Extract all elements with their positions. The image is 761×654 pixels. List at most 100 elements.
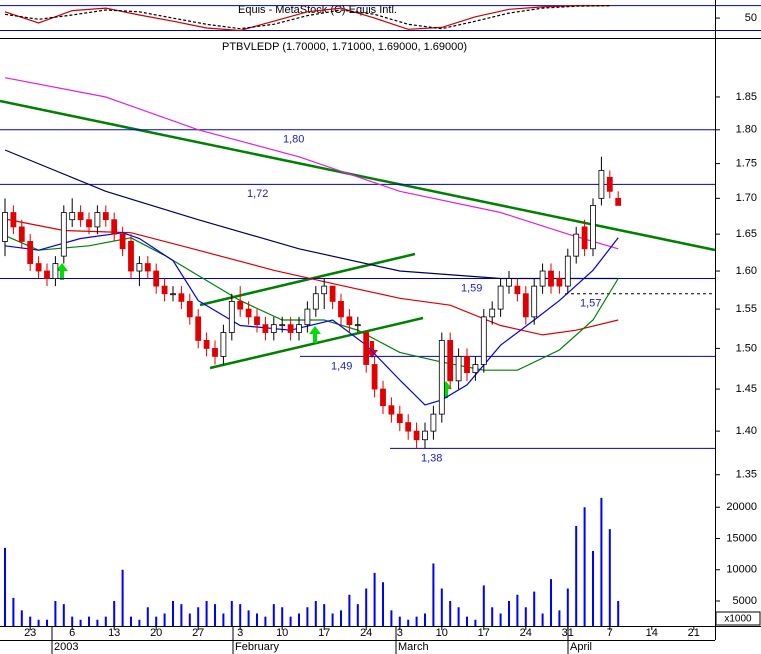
y-tick-label: 1.50 [736, 342, 757, 354]
candle-body [170, 293, 176, 296]
volume-bar [138, 619, 141, 626]
candle-body [354, 324, 361, 327]
candle-body [86, 219, 92, 228]
volume-bar [550, 579, 552, 626]
volume-bar [239, 604, 242, 626]
indicator-line [4, 232, 619, 406]
volume-bar [289, 616, 292, 626]
volume-bar [180, 604, 183, 626]
candle-body [581, 226, 588, 250]
candle-body [44, 270, 50, 279]
candle-body [556, 278, 563, 287]
volume-bar [121, 569, 124, 626]
candle-body [2, 212, 8, 242]
y-tick-label: 15000 [726, 532, 757, 544]
volume-bar [188, 613, 191, 626]
candle-body [178, 293, 185, 302]
volume-bar [12, 597, 15, 626]
candle-body [388, 405, 395, 415]
candle-body [480, 316, 487, 365]
volume-bar [575, 526, 578, 626]
volume-bar [272, 604, 275, 626]
volume-bar [62, 604, 65, 626]
volume-bar [365, 588, 368, 626]
volume-bar [440, 588, 443, 626]
x-tick-label: 31 [562, 627, 574, 639]
volume-bar [163, 613, 166, 626]
volume-bar [20, 610, 23, 626]
volume-bar [457, 607, 460, 626]
candle-body [69, 212, 76, 221]
volume-bar [88, 616, 90, 626]
candle-body [228, 300, 235, 333]
candle-body [548, 270, 554, 287]
volume-bar [4, 547, 6, 626]
volume-bar [617, 601, 620, 626]
indicator-line [4, 235, 619, 371]
candle-body [52, 263, 59, 279]
candle-body [564, 255, 571, 287]
candle-body [405, 422, 412, 432]
volume-bar [600, 497, 603, 626]
volume-bar [155, 616, 158, 626]
level-label: 1,80 [283, 134, 304, 146]
volume-bar [264, 616, 267, 626]
candle-body [447, 340, 454, 382]
month-label: March [398, 641, 429, 653]
buy-arrow [56, 263, 68, 280]
volume-bar [373, 572, 376, 626]
volume-bar [104, 616, 107, 626]
level-label: 1,59 [461, 282, 482, 294]
y-tick-label: 1.35 [736, 469, 757, 481]
volume-bar [566, 588, 569, 626]
volume-bar [331, 613, 334, 626]
candle-body [153, 270, 160, 287]
candle-body [77, 212, 84, 221]
volume-bar [482, 585, 485, 626]
candle-body [10, 212, 17, 228]
trendline [199, 252, 416, 307]
candle-body [464, 356, 470, 374]
x-tick-label: 10 [276, 627, 288, 639]
candle-body [203, 340, 210, 349]
y-tick-label: 1.45 [736, 383, 757, 395]
candle-body [438, 340, 445, 415]
candle-body [94, 212, 101, 228]
volume-bar [398, 616, 401, 626]
volume-bar [348, 594, 351, 626]
unit-box [715, 611, 761, 626]
x-tick-label: 17 [478, 627, 490, 639]
volume-bar [54, 601, 57, 626]
volume-bar [130, 616, 132, 626]
candle-body [287, 324, 294, 333]
month-label: 2003 [54, 641, 78, 653]
volume-bar [432, 563, 435, 626]
candle-body [212, 348, 218, 357]
candle-body [489, 308, 496, 318]
volume-bar [390, 610, 393, 626]
volume-bar [113, 601, 116, 626]
level-label: 1,57 [580, 298, 601, 310]
y-tick-label: 1.60 [736, 265, 757, 277]
volume-bar [424, 613, 426, 626]
volume-bar [592, 551, 594, 626]
y-tick-label: 1.80 [736, 124, 757, 136]
volume-bar [491, 607, 494, 626]
candle-body [380, 388, 386, 407]
month-label: February [235, 641, 280, 653]
y-tick-label: 1.85 [736, 91, 757, 103]
volume-bar [533, 591, 536, 626]
y-tick-label: 20000 [726, 501, 757, 513]
candle-body [539, 270, 546, 287]
y-tick-label: 1.70 [736, 192, 757, 204]
month-label: April [570, 641, 592, 653]
candle-body [615, 197, 622, 206]
y-tick-label: 10000 [726, 564, 757, 576]
volume-bar [37, 619, 40, 626]
x-tick-label: 24 [360, 627, 372, 639]
x-tick-label: 17 [318, 627, 330, 639]
volume-bar [96, 619, 99, 626]
candle-body [396, 413, 403, 424]
volume-bar [499, 613, 502, 626]
